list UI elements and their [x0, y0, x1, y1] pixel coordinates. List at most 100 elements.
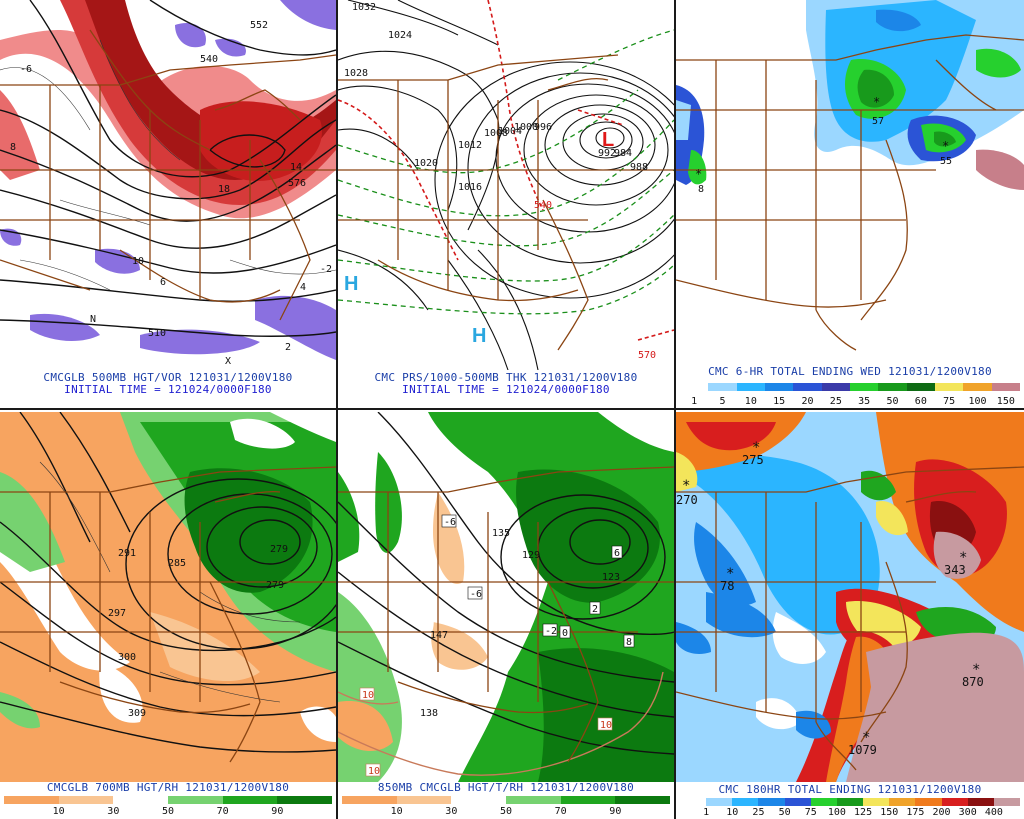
- scale-tick-label: 125: [854, 807, 873, 818]
- scale-tick-label: 10: [390, 806, 403, 817]
- scale-swatch: [451, 796, 507, 804]
- scale-swatch: [222, 796, 278, 804]
- p3-point-1: 55: [940, 156, 952, 167]
- p6-caption: CMC 180HR TOTAL ENDING 121031/1200V180: [718, 783, 982, 796]
- high-pressure-center-south: H: [472, 325, 486, 347]
- scale-swatch: [967, 798, 994, 806]
- p5-label-11: 138: [420, 708, 438, 719]
- scale-swatch: [758, 798, 785, 806]
- p1-label-3: 510: [148, 328, 166, 339]
- scale-tick-label: 90: [271, 806, 284, 817]
- scale-swatch: [506, 796, 561, 804]
- p5-color-scale: [342, 796, 671, 804]
- p1-label-11: -6: [20, 64, 32, 75]
- scale-tick-label: 100: [827, 807, 846, 818]
- scale-swatch: [732, 798, 759, 806]
- p3-color-scale: [680, 383, 1020, 391]
- p1-label-14: 2: [285, 342, 291, 353]
- scale-tick-label: 200: [932, 807, 951, 818]
- p1-label-0: 552: [250, 20, 268, 31]
- scale-swatch: [560, 796, 616, 804]
- scale-swatch: [963, 383, 992, 391]
- p5-label-6: 8: [626, 637, 632, 648]
- p6-point-2: 78: [720, 579, 734, 593]
- svg-text:*: *: [959, 550, 967, 566]
- p6-point-3: 343: [944, 563, 966, 577]
- vorticity-map: 552 540 576 510 10 18 14 8 6 4 -2 -6 N X…: [0, 0, 336, 370]
- p1-label-9: 4: [300, 282, 306, 293]
- precip-180hr-map: * * * * * * 275 270 78 343 870 1079: [676, 412, 1024, 782]
- scale-swatch: [793, 383, 822, 391]
- p5-label-13: 123: [602, 572, 620, 583]
- p2-label-4: 1016: [458, 182, 482, 193]
- scale-tick-label: 15: [773, 396, 786, 407]
- svg-text:*: *: [972, 662, 980, 678]
- scale-tick-label: 150: [880, 807, 899, 818]
- p2-label-8: 1000: [514, 122, 538, 133]
- p2-label-5: 1012: [458, 140, 482, 151]
- p1-label-10: -2: [320, 264, 332, 275]
- p4-label-4: 297: [108, 608, 126, 619]
- scale-swatch: [680, 798, 707, 806]
- p3-point-2: 8: [698, 184, 704, 195]
- low-pressure-center: L: [602, 129, 614, 151]
- panel-180hr-precip: * * * * * * 275 270 78 343 870 1079 CMC 180H…: [676, 412, 1024, 819]
- scale-tick-label: 25: [752, 807, 765, 818]
- p2-label-0: 1032: [352, 2, 376, 13]
- scale-swatch: [991, 383, 1020, 391]
- scale-tick-label: 70: [216, 806, 229, 817]
- scale-swatch: [708, 383, 737, 391]
- scale-tick-label: 20: [801, 396, 814, 407]
- p2-label-3: 1020: [414, 158, 438, 169]
- p2-label-13: 570: [638, 350, 656, 361]
- p5-label-2: -2: [545, 626, 557, 637]
- scale-swatch: [736, 383, 765, 391]
- p6-color-scale: [680, 798, 1021, 806]
- svg-text:*: *: [682, 478, 690, 494]
- scale-swatch: [168, 796, 223, 804]
- scale-tick-label: 60: [914, 396, 927, 407]
- p1-label-6: 14: [290, 162, 302, 173]
- p4-label-6: 309: [128, 708, 146, 719]
- p5-label-8: 10: [368, 766, 380, 777]
- p2-label-7: 1004: [498, 126, 522, 137]
- p4-label-0: 291: [118, 548, 136, 559]
- p4-color-scale: [4, 796, 333, 804]
- scale-swatch: [906, 383, 935, 391]
- scale-tick-label: 50: [778, 807, 791, 818]
- p4-label-3: 279: [266, 580, 284, 591]
- svg-text:*: *: [695, 167, 702, 181]
- high-pressure-center-west: H: [344, 273, 358, 295]
- p6-point-5: 1079: [848, 743, 877, 757]
- precip-6hr-map: * * * 57 55 8: [676, 0, 1024, 370]
- rh-700mb-map: 291 285 279 279 297 300 309: [0, 412, 336, 782]
- p1-label-5: 18: [218, 184, 230, 195]
- p5-label-10: 147: [430, 630, 448, 641]
- panel-850mb-temp-rh: -6 -6 -2 0 2 6 8 10 10 10 147 138 129 12…: [338, 412, 674, 819]
- panel-6hr-precip: * * * 57 55 8 CMC 6-HR TOTAL ENDING WED 12…: [676, 0, 1024, 407]
- scale-swatch: [58, 796, 114, 804]
- scale-swatch: [878, 383, 907, 391]
- scale-tick-label: 150: [996, 396, 1015, 407]
- scale-swatch: [993, 798, 1021, 806]
- svg-text:*: *: [726, 566, 734, 582]
- p5-label-9: 10: [362, 690, 374, 701]
- scale-tick-label: 25: [829, 396, 842, 407]
- scale-tick-label: 90: [609, 806, 622, 817]
- scale-swatch: [889, 798, 916, 806]
- p1-label-13: X: [225, 356, 231, 367]
- scale-tick-label: 50: [499, 806, 513, 817]
- svg-text:*: *: [873, 95, 880, 109]
- p2-label-10: 992: [598, 148, 616, 159]
- p5-label-14: 135: [492, 528, 510, 539]
- scale-tick-label: 10: [52, 806, 65, 817]
- p2-label-12: 984: [614, 148, 632, 159]
- scale-swatch: [764, 383, 794, 391]
- scale-tick-label: 10: [726, 807, 739, 818]
- p3-point-0: 57: [872, 116, 884, 127]
- p5-label-3: 0: [562, 628, 568, 639]
- p2-caption: CMC PRS/1000-500MB THK 121031/1200V180: [374, 371, 638, 384]
- scale-swatch: [849, 383, 879, 391]
- scale-tick-label: 10: [744, 396, 757, 407]
- p2-subcaption: INITIAL TIME = 121024/0000F180: [402, 383, 610, 396]
